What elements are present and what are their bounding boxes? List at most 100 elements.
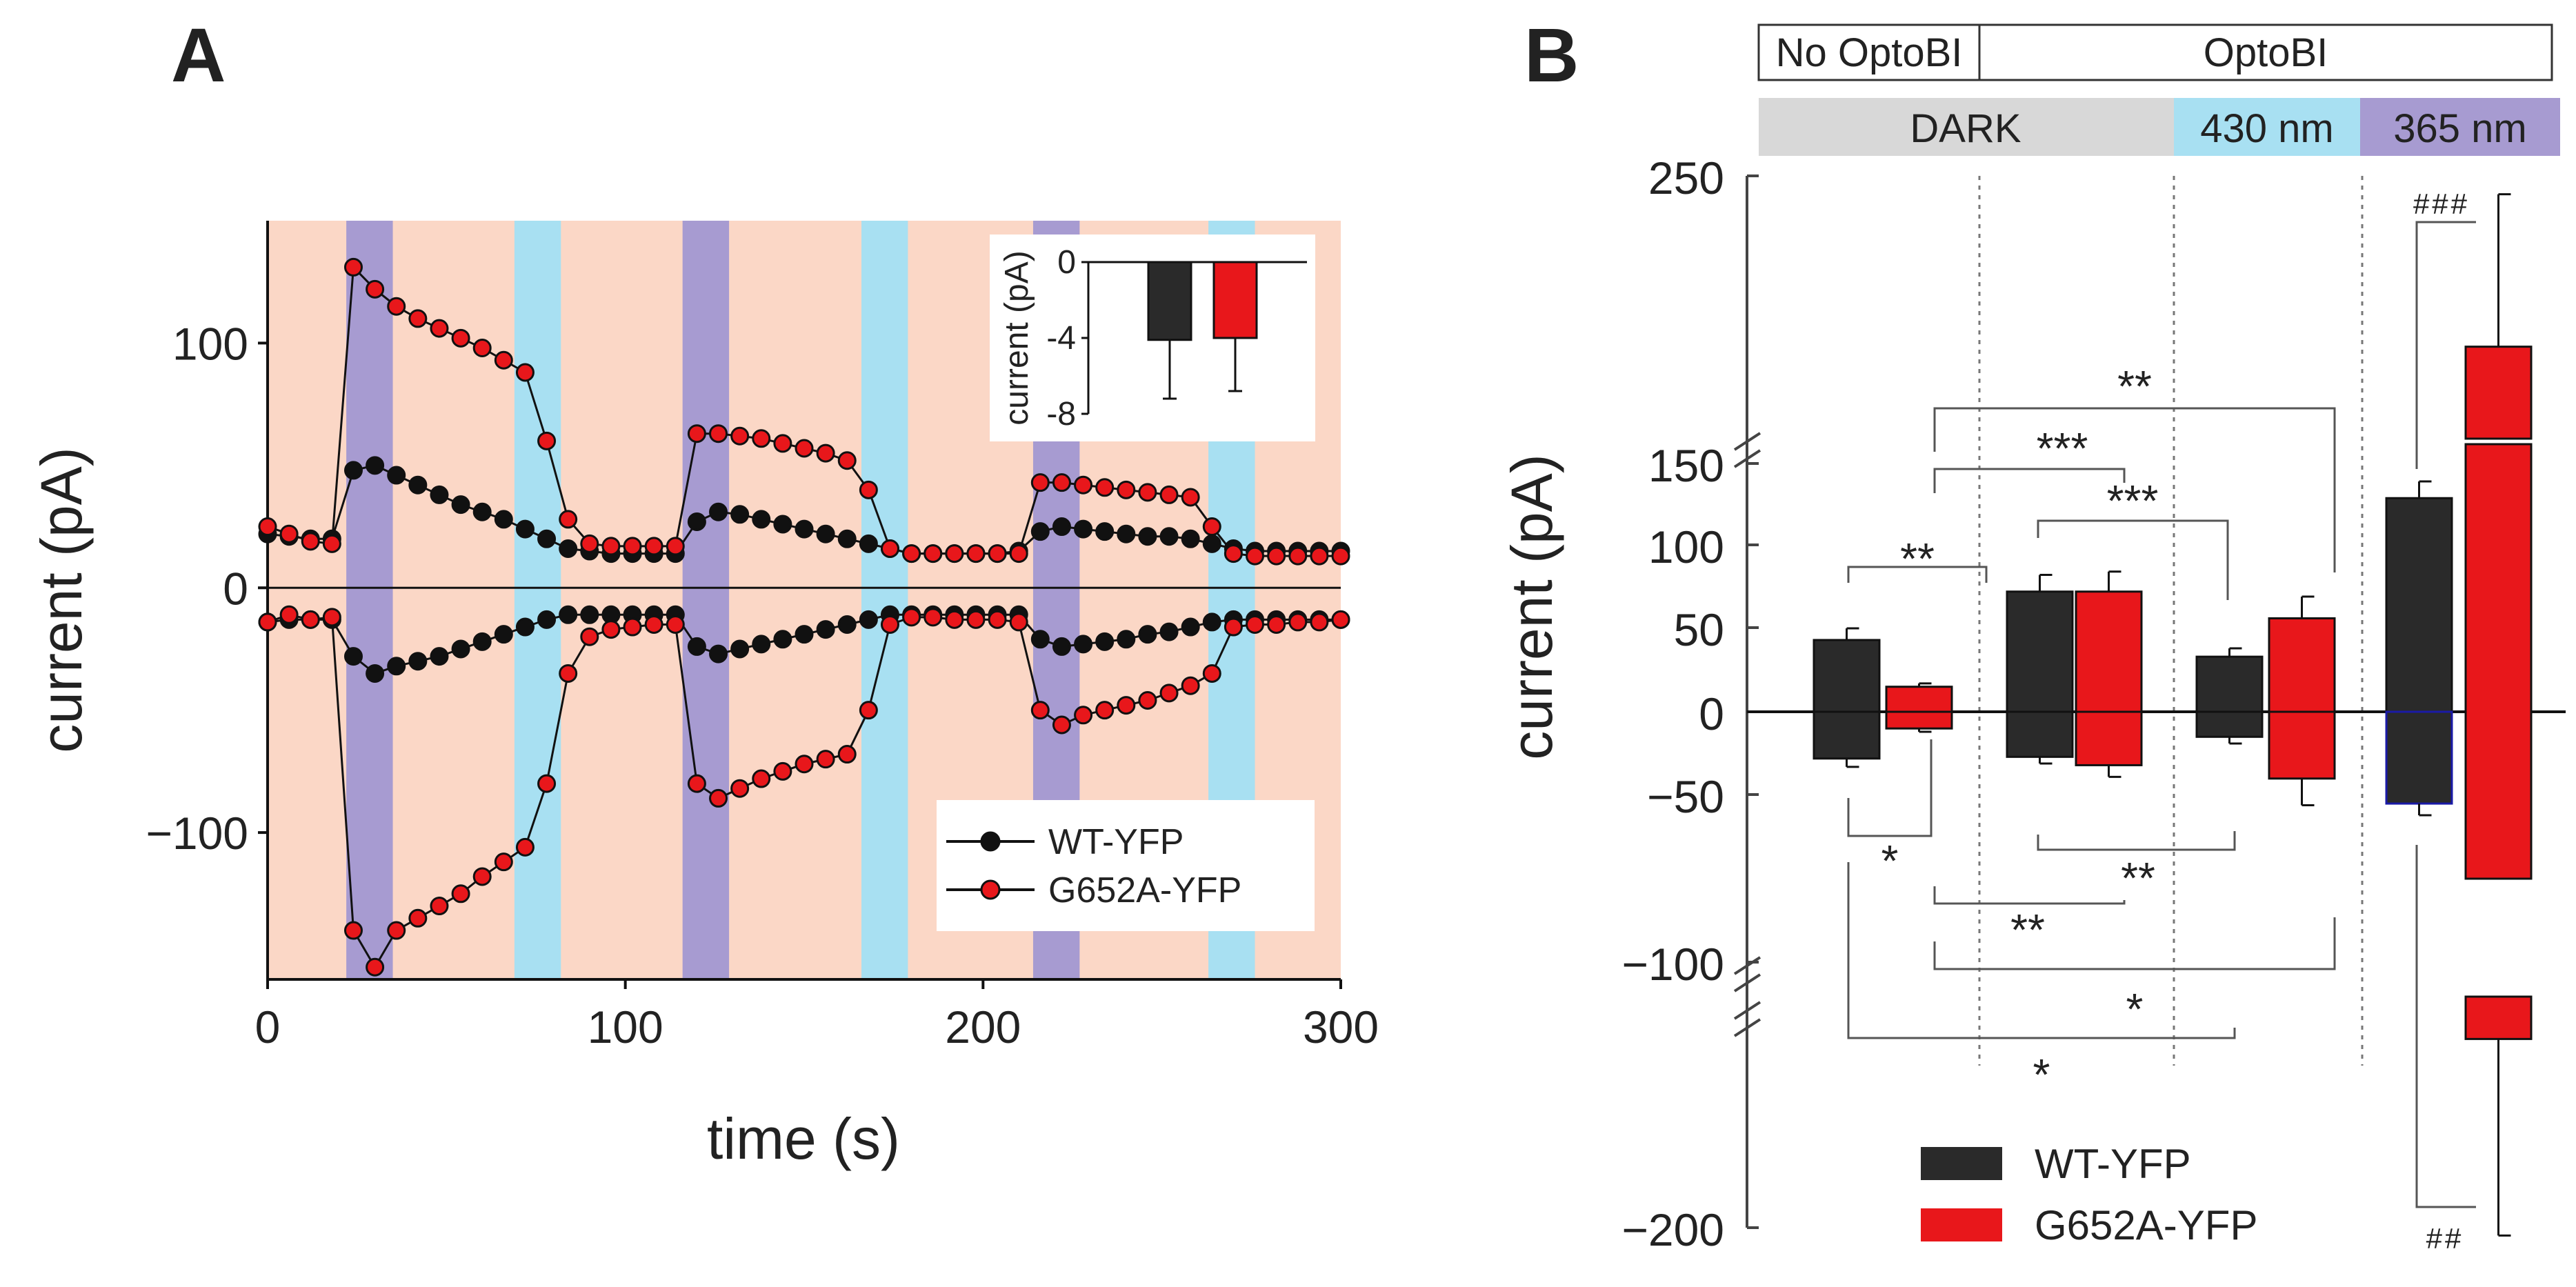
- illumination-band-2: [514, 221, 561, 979]
- panel-a-y-ticks: −100 0 100: [146, 318, 268, 859]
- data-point-g652a-yfp-outward: [644, 537, 663, 556]
- bar-group4-g652a-yfp-middle: [2464, 443, 2533, 880]
- data-point-g652a-yfp-inward: [1202, 664, 1221, 683]
- inset-bar-2: [1212, 261, 1258, 339]
- data-point-g652a-yfp-outward: [279, 524, 299, 543]
- data-point-g652a-yfp-outward: [430, 319, 449, 338]
- data-point-wt-yfp-outward: [730, 505, 750, 524]
- inset-y-label: current (pA): [999, 250, 1035, 425]
- inset-y-tick-label: 0: [1057, 244, 1076, 281]
- data-point-g652a-yfp-outward: [1159, 485, 1179, 504]
- y-tick-label: −200: [1621, 1204, 1724, 1255]
- data-point-g652a-yfp-outward: [537, 431, 557, 450]
- data-point-g652a-yfp-outward: [1052, 473, 1071, 492]
- y-tick-label: 0: [223, 563, 248, 614]
- data-point-g652a-yfp-inward: [816, 750, 835, 769]
- data-point-g652a-yfp-outward: [1331, 546, 1350, 566]
- data-point-g652a-yfp-inward: [687, 774, 706, 793]
- data-point-g652a-yfp-outward: [687, 424, 706, 443]
- data-point-g652a-yfp-outward: [1095, 478, 1115, 497]
- data-point-wt-yfp-inward: [559, 605, 578, 624]
- data-point-g652a-yfp-outward: [966, 544, 986, 563]
- data-point-wt-yfp-inward: [1138, 625, 1157, 644]
- data-point-wt-yfp-outward: [472, 502, 492, 521]
- data-point-g652a-yfp-outward: [1246, 546, 1265, 566]
- x-tick-label: 0: [255, 1001, 281, 1052]
- group-separators: [1978, 176, 2364, 1066]
- data-point-g652a-yfp-inward: [1052, 715, 1071, 735]
- data-point-wt-yfp-outward: [559, 539, 578, 558]
- data-point-g652a-yfp-inward: [966, 610, 986, 629]
- bar-group3-wt-yfp-inward: [2195, 710, 2264, 738]
- data-point-g652a-yfp-inward: [430, 897, 449, 916]
- data-point-wt-yfp-inward: [1074, 635, 1093, 654]
- data-point-g652a-yfp-inward: [752, 769, 771, 788]
- data-point-wt-yfp-inward: [472, 632, 492, 651]
- legend-b-g652a-label: G652A-YFP: [2035, 1202, 2257, 1248]
- sig-label-3: ***: [2037, 423, 2088, 473]
- data-point-wt-yfp-inward: [752, 635, 771, 654]
- data-point-wt-yfp-outward: [773, 515, 792, 534]
- bar-group1-wt-yfp-inward: [1813, 710, 1881, 760]
- data-point-g652a-yfp-inward: [1310, 612, 1329, 632]
- panel-b-legend: WT-YFP G652A-YFP: [1921, 1141, 2257, 1248]
- data-point-wt-yfp-outward: [408, 475, 428, 495]
- data-point-wt-yfp-inward: [515, 617, 535, 637]
- data-point-g652a-yfp-outward: [1074, 475, 1093, 495]
- data-point-g652a-yfp-inward: [1224, 617, 1243, 637]
- data-point-g652a-yfp-outward: [1267, 546, 1286, 566]
- data-point-g652a-yfp-inward: [537, 774, 557, 793]
- panel-a-legend: WT-YFP G652A-YFP: [937, 800, 1315, 931]
- y-tick-label: −100: [1621, 939, 1724, 990]
- data-point-wt-yfp-outward: [430, 485, 449, 504]
- data-point-g652a-yfp-inward: [902, 608, 921, 627]
- data-point-g652a-yfp-inward: [494, 852, 513, 872]
- band-430nm: [2174, 98, 2360, 156]
- inset-y-ticks: 0 -4 -8: [1046, 244, 1088, 432]
- data-point-wt-yfp-inward: [387, 657, 406, 676]
- data-point-g652a-yfp-outward: [945, 544, 964, 563]
- data-point-wt-yfp-inward: [773, 630, 792, 649]
- data-point-g652a-yfp-inward: [1267, 615, 1286, 634]
- data-point-g652a-yfp-inward: [343, 921, 363, 940]
- y-tick-label: −50: [1647, 771, 1724, 822]
- sig-label-7: **: [2010, 905, 2045, 955]
- inset-bar-1: [1147, 261, 1192, 341]
- bar-group4-wt-yfp-inward: [2385, 710, 2453, 805]
- y-tick-label: −100: [146, 808, 248, 859]
- data-point-g652a-yfp-inward: [945, 610, 964, 629]
- bar-group1-g652a-yfp-inward: [1885, 710, 1953, 730]
- data-point-g652a-yfp-outward: [258, 517, 277, 537]
- data-point-g652a-yfp-outward: [408, 309, 428, 328]
- illumination-band-1: [346, 221, 393, 979]
- data-point-g652a-yfp-inward: [1159, 684, 1179, 703]
- data-point-wt-yfp-outward: [1181, 529, 1200, 548]
- axis-break-mark: [1733, 1018, 1761, 1037]
- panel-b-y-ticks: 250 150 100 50 0 −50 −100 −200: [1621, 152, 1759, 1255]
- panel-a-y-label: current (pA): [29, 447, 94, 752]
- sig-label-8: *: [2126, 984, 2144, 1034]
- data-point-g652a-yfp-inward: [1117, 696, 1136, 715]
- data-point-g652a-yfp-inward: [1331, 610, 1350, 629]
- data-point-g652a-yfp-outward: [773, 434, 792, 453]
- data-point-g652a-yfp-outward: [623, 537, 642, 556]
- data-point-wt-yfp-inward: [687, 637, 706, 656]
- data-point-g652a-yfp-outward: [795, 439, 814, 458]
- data-point-wt-yfp-outward: [816, 524, 835, 543]
- data-point-wt-yfp-inward: [1117, 630, 1136, 649]
- axis-break-mark: [1733, 432, 1761, 451]
- panel-a-series: [258, 257, 1350, 977]
- data-point-g652a-yfp-inward: [623, 617, 642, 637]
- data-point-wt-yfp-outward: [1030, 522, 1050, 541]
- data-point-g652a-yfp-outward: [709, 424, 728, 443]
- data-point-wt-yfp-outward: [1052, 517, 1071, 537]
- data-point-wt-yfp-outward: [687, 512, 706, 531]
- data-point-g652a-yfp-inward: [666, 615, 685, 634]
- data-point-g652a-yfp-outward: [515, 363, 535, 382]
- data-point-wt-yfp-inward: [1181, 617, 1200, 637]
- data-point-g652a-yfp-outward: [1224, 544, 1243, 563]
- light-condition-bar: DARK 430 nm 365 nm: [1759, 98, 2560, 156]
- data-point-g652a-yfp-outward: [1288, 546, 1308, 566]
- bar-group2-g652a-yfp-inward: [2075, 710, 2143, 766]
- sig-label-5: *: [1881, 836, 1899, 886]
